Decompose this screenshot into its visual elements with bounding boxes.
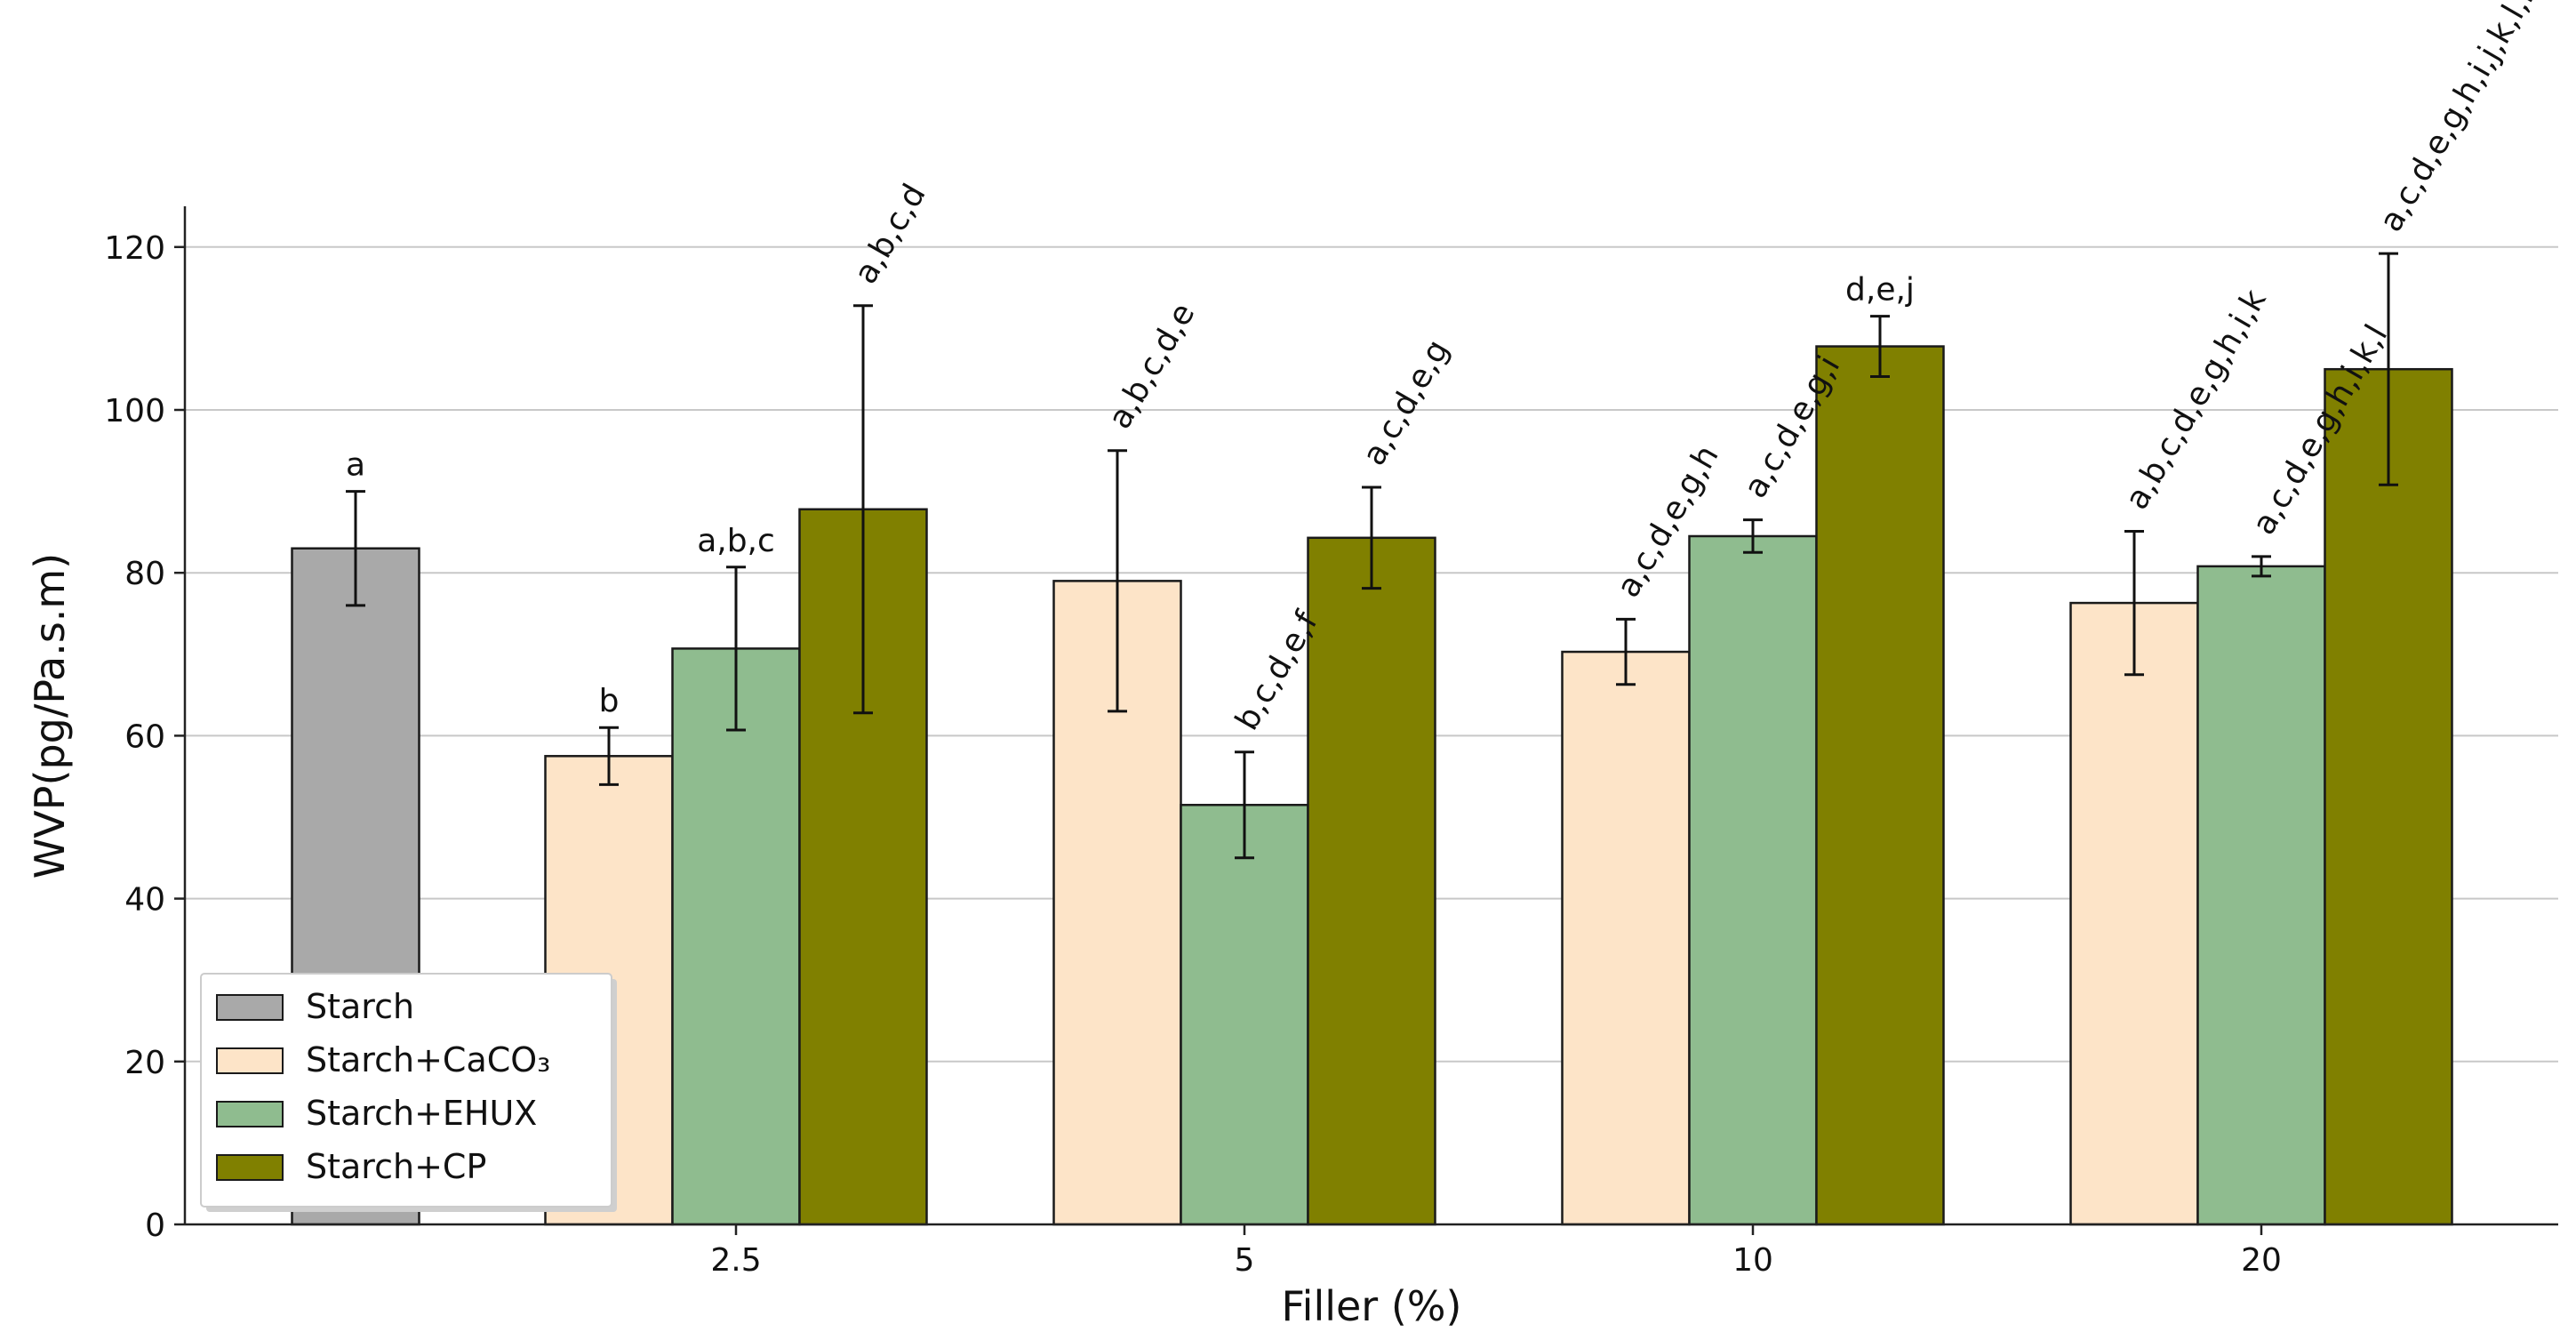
legend: Starch Starch+CaCO₃ Starch+EHUX Starch+CP (200, 973, 617, 1212)
bar-series-1-cat-2 (1688, 534, 1818, 1226)
x-axis-title: Filler (%) (1282, 1282, 1462, 1330)
y-tick-label: 40 (124, 882, 165, 919)
bar-series-1-cat-1 (1180, 804, 1309, 1226)
y-tick-label: 60 (124, 718, 165, 755)
y-tick-label: 100 (104, 393, 165, 429)
x-ticks: 2.5 5 10 20 (710, 1224, 2282, 1279)
legend-label: Starch (306, 987, 414, 1026)
axes (183, 206, 2558, 1226)
significance-label: a,b,c,d (847, 178, 932, 290)
significance-label: a,b,c,d,e,g,h,i,k (2118, 284, 2273, 516)
x-tick-label: 20 (2241, 1242, 2282, 1279)
significance-label: d,e,j (1845, 272, 1915, 309)
bar-series-2-cat-3 (2324, 367, 2453, 1226)
x-tick-label: 5 (1235, 1242, 1255, 1279)
legend-label: Starch+CaCO₃ (306, 1040, 550, 1079)
x-tick-label: 2.5 (710, 1242, 761, 1279)
significance-label: b (599, 683, 620, 719)
legend-label: Starch+CP (306, 1147, 486, 1186)
bar-series-1-cat-3 (2196, 565, 2326, 1226)
bar-series-1-cat-0 (671, 647, 801, 1226)
y-tick-label: 80 (124, 556, 165, 592)
legend-swatch (216, 1154, 284, 1181)
error-bars (346, 252, 2398, 860)
legend-box (200, 973, 612, 1208)
y-ticks: 0 20 40 60 80 100 120 (104, 230, 185, 1244)
legend-swatch (216, 1047, 284, 1074)
legend-swatch (216, 1101, 284, 1127)
significance-label: a (346, 447, 365, 484)
legend-swatch (216, 994, 284, 1021)
significance-label: a,c,d,e,g,h,i,j,k,l,m (2372, 0, 2552, 238)
y-tick-label: 120 (104, 230, 165, 267)
bar-series-2-cat-2 (1815, 345, 1945, 1226)
y-tick-label: 0 (145, 1208, 165, 1244)
significance-label: a,b,c,d,e (1101, 297, 1202, 435)
bar-series-2-cat-1 (1307, 536, 1436, 1226)
legend-label: Starch+EHUX (306, 1094, 537, 1133)
bar-series-0-cat-3 (2069, 601, 2199, 1226)
y-tick-label: 20 (124, 1045, 165, 1081)
significance-label: a,c,d,e,g (1356, 333, 1456, 471)
x-tick-label: 10 (1732, 1242, 1773, 1279)
significance-label: a,b,c (697, 523, 775, 559)
y-axis-title: WVP(pg/Pa.s.m) (26, 553, 74, 879)
bar-series-0-cat-2 (1561, 650, 1691, 1226)
